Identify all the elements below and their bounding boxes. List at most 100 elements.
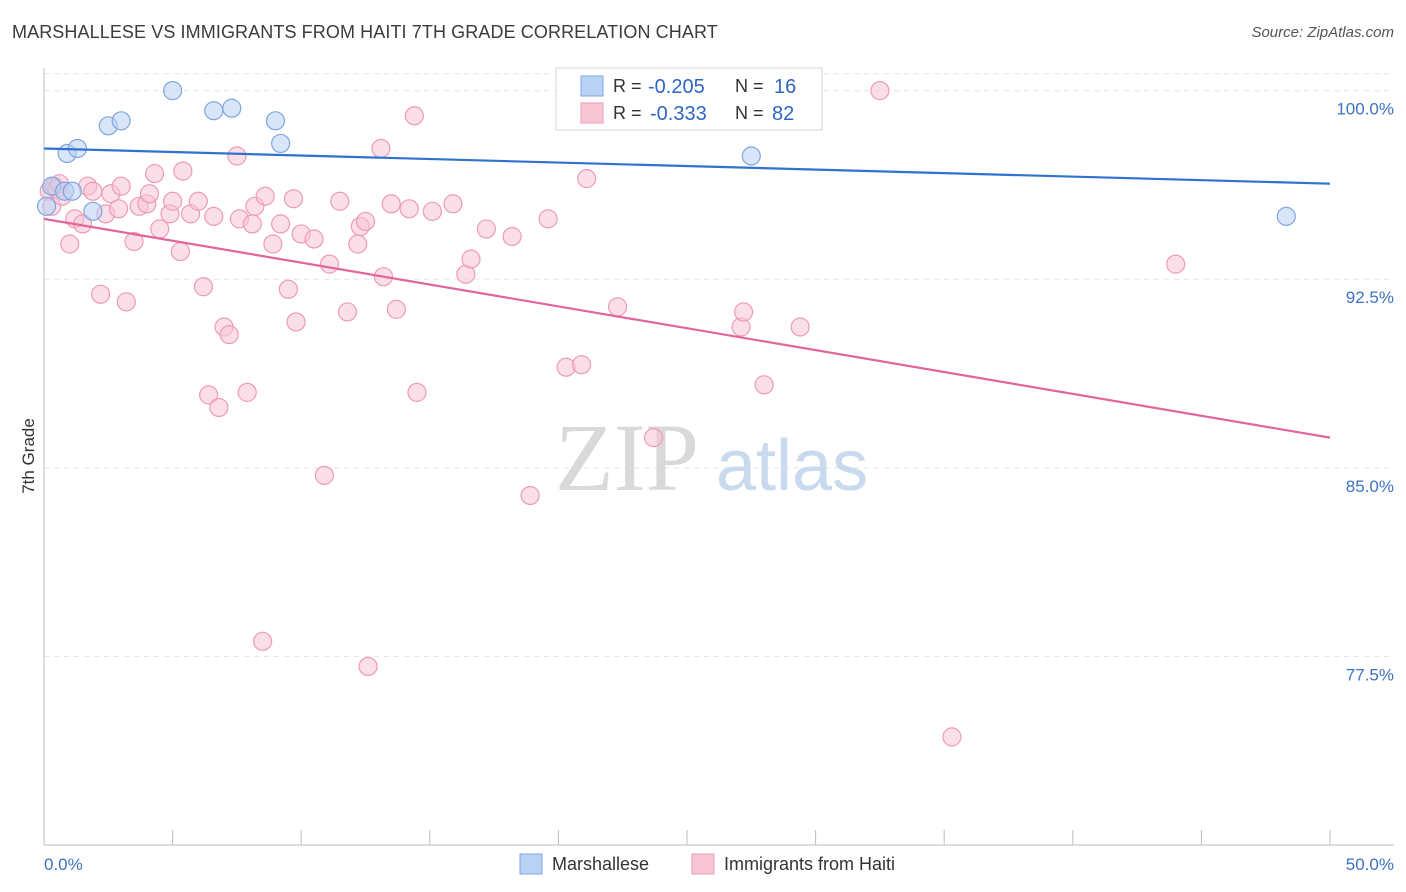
data-point xyxy=(733,302,754,322)
data-point xyxy=(571,355,592,375)
legend-r-value-2: -0.333 xyxy=(650,103,707,125)
chart-title: MARSHALLESE VS IMMIGRANTS FROM HAITI 7TH… xyxy=(12,22,718,42)
legend-n-value-2: 82 xyxy=(772,103,794,125)
data-point xyxy=(116,292,136,312)
data-point xyxy=(358,656,378,677)
y-tick-label: 85.0% xyxy=(1346,477,1394,496)
data-point xyxy=(108,199,129,219)
data-point xyxy=(942,727,962,747)
data-point xyxy=(538,209,558,229)
data-point xyxy=(111,176,131,196)
data-point xyxy=(1166,254,1186,274)
x-tick-label-max: 50.0% xyxy=(1346,855,1394,874)
series-legend: Marshallese Immigrants from Haiti xyxy=(519,853,895,875)
data-point xyxy=(253,631,273,651)
data-point xyxy=(476,219,496,239)
data-point xyxy=(461,249,481,269)
data-point xyxy=(271,133,291,154)
legend-n-label-2: N = xyxy=(735,103,764,123)
data-point xyxy=(204,101,224,121)
y-tick-label: 100.0% xyxy=(1336,100,1394,119)
legend-swatch-marshallese xyxy=(580,75,604,97)
data-point xyxy=(60,234,80,254)
data-point xyxy=(144,164,165,184)
data-point xyxy=(502,226,522,247)
watermark-atlas: atlas xyxy=(716,426,868,506)
bottom-legend-haiti: Immigrants from Haiti xyxy=(724,854,895,874)
legend-r-value-1: -0.205 xyxy=(648,76,705,98)
data-point xyxy=(371,138,391,159)
legend-swatch-haiti xyxy=(580,102,604,124)
data-point xyxy=(83,181,103,201)
data-point xyxy=(124,231,144,252)
data-point xyxy=(404,106,424,126)
data-point xyxy=(283,189,304,209)
data-point xyxy=(188,191,208,211)
data-point xyxy=(209,397,229,418)
x-tick-label-min: 0.0% xyxy=(44,855,83,874)
bottom-legend-marshallese: Marshallese xyxy=(552,854,649,874)
data-point xyxy=(577,169,597,189)
watermark: ZIP atlas xyxy=(555,404,868,511)
data-point xyxy=(348,234,368,254)
data-point xyxy=(407,382,427,402)
watermark-zip: ZIP xyxy=(555,404,699,511)
stats-legend: R = -0.205 N = 16 R = -0.333 N = 82 xyxy=(555,67,823,131)
data-point xyxy=(741,146,761,166)
data-point xyxy=(443,194,463,214)
data-point xyxy=(319,254,340,274)
source-credit: Source: ZipAtlas.com xyxy=(1251,24,1394,41)
data-point xyxy=(193,277,214,297)
data-point xyxy=(173,161,193,181)
legend-n-value-1: 16 xyxy=(774,76,796,98)
y-tick-label: 92.5% xyxy=(1346,288,1394,307)
data-point xyxy=(271,214,291,234)
data-point xyxy=(163,191,183,211)
data-point xyxy=(170,241,190,262)
bottom-legend-swatch-haiti xyxy=(691,853,715,875)
data-point xyxy=(337,302,358,322)
data-point xyxy=(83,201,103,221)
data-point xyxy=(222,98,242,118)
data-point xyxy=(237,382,257,402)
legend-r-label-1: R = xyxy=(613,76,642,96)
marshallese-points xyxy=(36,81,1296,226)
gridlines xyxy=(44,73,1394,657)
trendline xyxy=(43,217,1331,439)
data-point xyxy=(607,297,628,317)
haiti-points xyxy=(39,81,1186,747)
data-point xyxy=(278,279,298,299)
data-point xyxy=(199,385,219,405)
data-point xyxy=(399,199,419,219)
data-point xyxy=(163,81,183,101)
legend-n-label-1: N = xyxy=(735,76,764,96)
data-point xyxy=(754,375,774,395)
data-point xyxy=(255,186,275,206)
data-point xyxy=(520,485,540,506)
data-point xyxy=(204,206,224,226)
data-point xyxy=(1276,206,1296,226)
data-point xyxy=(286,312,306,332)
bottom-legend-swatch-marshallese xyxy=(519,853,543,875)
data-point xyxy=(62,181,82,201)
data-point xyxy=(643,428,664,448)
data-point xyxy=(227,146,247,166)
y-tick-labels: 77.5% 85.0% 92.5% 100.0% xyxy=(1336,100,1394,685)
data-point xyxy=(242,214,262,234)
y-tick-label: 77.5% xyxy=(1346,665,1394,684)
data-point xyxy=(422,201,442,221)
data-point xyxy=(36,196,57,216)
data-point xyxy=(304,229,324,249)
data-point xyxy=(219,324,239,345)
data-point xyxy=(314,465,334,485)
data-point xyxy=(263,234,283,254)
data-point xyxy=(111,111,131,131)
data-point xyxy=(90,284,111,304)
data-point xyxy=(790,317,810,337)
y-axis-label: 7th Grade xyxy=(19,418,38,494)
data-point xyxy=(381,194,401,214)
data-point xyxy=(386,299,406,319)
x-ticks xyxy=(43,830,1331,845)
data-point xyxy=(330,191,350,211)
